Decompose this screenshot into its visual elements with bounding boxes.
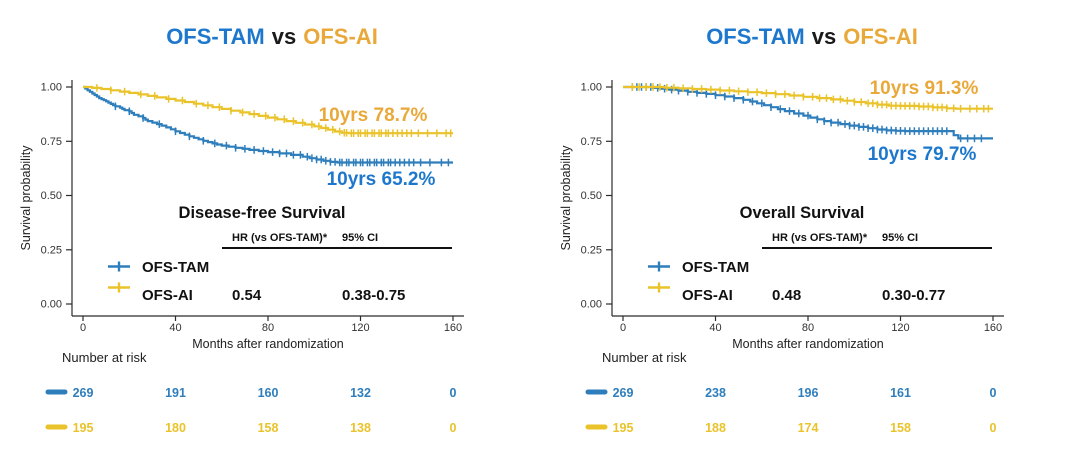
x-tick-label: 0 [620, 322, 626, 334]
y-axis-label: Survival probability [19, 145, 33, 251]
panel-disease-free-survival: OFS-TAM vs OFS-AI 1.00 0.75 0.50 0.25 0.00… [19, 24, 464, 435]
y-tick-label: 0.00 [41, 299, 62, 311]
km-curves [623, 83, 993, 143]
km-plot-dfs: OFS-TAM vs OFS-AI 1.00 0.75 0.50 0.25 0.00… [19, 24, 464, 435]
hr-column-header: HR (vs OFS-TAM)* [772, 232, 868, 244]
risk-count: 195 [613, 421, 634, 435]
risk-count: 174 [798, 421, 819, 435]
x-tick-label: 40 [169, 322, 181, 334]
y-tick-label: 0.50 [581, 190, 602, 202]
risk-count: 195 [73, 421, 94, 435]
x-tick-label: 0 [80, 322, 86, 334]
x-tick-label: 120 [891, 322, 909, 334]
legend-marker-ofs-tam-icon [108, 261, 130, 272]
risk-count: 0 [990, 421, 997, 435]
annotation-ofs-ai-10yr: 10yrs 78.7% [319, 105, 428, 126]
x-tick-label: 40 [709, 322, 721, 334]
y-tick-label: 1.00 [581, 82, 602, 94]
legend-marker-ofs-ai-icon [108, 282, 130, 293]
x-tick-label: 160 [444, 322, 462, 334]
panel-title: OFS-TAM vs OFS-AI [166, 24, 378, 49]
x-tick-label: 120 [351, 322, 369, 334]
annotation-ofs-ai-10yr: 10yrs 91.3% [870, 78, 979, 99]
km-curve-ofs-ai [83, 85, 453, 135]
hr-value: 0.48 [772, 287, 801, 304]
stats-row-label: OFS-AI [682, 287, 733, 304]
risk-table-heading: Number at risk [602, 350, 687, 365]
risk-count: 180 [165, 421, 186, 435]
stats-table: Disease-free Survival HR (vs OFS-TAM)* 9… [108, 204, 452, 304]
stats-table: Overall Survival HR (vs OFS-TAM)* 95% CI… [648, 204, 992, 304]
panel-overall-survival: OFS-TAM vs OFS-AI 1.00 0.75 0.50 0.25 0.00… [540, 0, 1080, 468]
x-tick-label: 80 [802, 322, 814, 334]
y-axis-label: Survival probability [559, 145, 573, 251]
risk-count: 0 [450, 386, 457, 400]
y-tick-label: 0.75 [581, 136, 602, 148]
risk-count: 161 [890, 386, 911, 400]
risk-table: Number at risk 269 238 196 161 0 195 188… [585, 350, 997, 435]
y-tick-label: 0.00 [581, 299, 602, 311]
panel-title: OFS-TAM vs OFS-AI [706, 24, 918, 49]
ci-column-header: 95% CI [342, 232, 378, 244]
legend-marker-ofs-tam-icon [648, 261, 670, 272]
stats-table-heading: Overall Survival [740, 204, 865, 222]
annotation-ofs-tam-10yr: 10yrs 79.7% [868, 144, 977, 165]
stats-row-label: OFS-AI [142, 287, 193, 304]
x-tick-label: 160 [984, 322, 1002, 334]
y-tick-label: 0.75 [41, 136, 62, 148]
annotation-ofs-tam-10yr: 10yrs 65.2% [327, 169, 436, 190]
stats-row-label: OFS-TAM [682, 259, 749, 276]
title-arm-ofs-tam: OFS-TAM [166, 24, 265, 49]
title-vs: vs [272, 24, 296, 49]
risk-count: 158 [258, 421, 279, 435]
risk-count: 238 [705, 386, 726, 400]
km-curves [83, 84, 453, 167]
title-arm-ofs-tam: OFS-TAM [706, 24, 805, 49]
y-tick-label: 0.25 [41, 244, 62, 256]
risk-count: 269 [73, 386, 94, 400]
risk-count: 196 [798, 386, 819, 400]
ci-column-header: 95% CI [882, 232, 918, 244]
risk-count: 0 [450, 421, 457, 435]
risk-table: Number at risk 269 191 160 132 0 195 180… [45, 350, 457, 435]
y-tick-label: 1.00 [41, 82, 62, 94]
ci-value: 0.30-0.77 [882, 287, 945, 304]
title-arm-ofs-ai: OFS-AI [843, 24, 918, 49]
legend-marker-ofs-ai-icon [648, 282, 670, 293]
title-arm-ofs-ai: OFS-AI [303, 24, 378, 49]
km-plot-os: OFS-TAM vs OFS-AI 1.00 0.75 0.50 0.25 0.00… [559, 24, 1004, 435]
stats-table-heading: Disease-free Survival [179, 204, 346, 222]
risk-count: 132 [350, 386, 371, 400]
stats-row-label: OFS-TAM [142, 259, 209, 276]
x-tick-label: 80 [262, 322, 274, 334]
risk-count: 191 [165, 386, 186, 400]
km-curve-ofs-tam [83, 85, 453, 164]
ci-value: 0.38-0.75 [342, 287, 405, 304]
risk-count: 158 [890, 421, 911, 435]
y-tick-label: 0.50 [41, 190, 62, 202]
y-axis [606, 80, 613, 316]
y-tick-label: 0.25 [581, 244, 602, 256]
y-axis [66, 80, 73, 316]
risk-count: 0 [990, 386, 997, 400]
hr-value: 0.54 [232, 287, 262, 304]
x-axis [72, 315, 464, 321]
risk-count: 160 [258, 386, 279, 400]
risk-table-heading: Number at risk [62, 350, 147, 365]
x-axis-label: Months after randomization [732, 337, 884, 351]
x-axis-label: Months after randomization [192, 337, 344, 351]
title-vs: vs [812, 24, 836, 49]
hr-column-header: HR (vs OFS-TAM)* [232, 232, 328, 244]
risk-count: 188 [705, 421, 726, 435]
risk-count: 269 [613, 386, 634, 400]
risk-count: 138 [350, 421, 371, 435]
x-axis [612, 315, 1004, 321]
